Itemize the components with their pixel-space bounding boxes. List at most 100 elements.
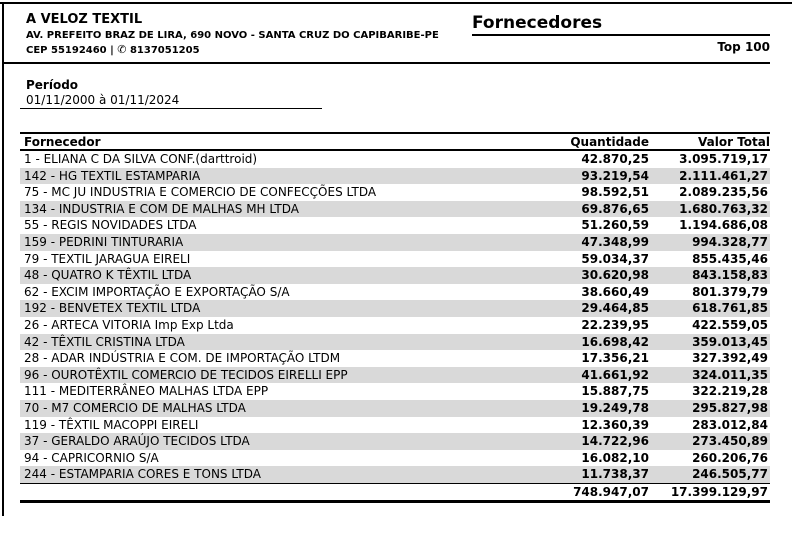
supplier-quantity: 59.034,37 <box>581 251 649 266</box>
supplier-total: 2.111.461,27 <box>679 168 768 183</box>
supplier-total: 843.158,83 <box>692 268 768 283</box>
suppliers-table-footer: 748.947,07 17.399.129,97 <box>20 482 770 504</box>
supplier-quantity: 47.348,99 <box>581 234 649 249</box>
period-underline <box>20 108 322 109</box>
supplier-total: 283.012,84 <box>692 417 768 432</box>
table-row: 75 - MC JU INDUSTRIA E COMERCIO DE CONFE… <box>20 184 770 201</box>
supplier-name: 75 - MC JU INDUSTRIA E COMERCIO DE CONFE… <box>24 185 377 200</box>
table-row: 119 - TÊXTIL MACOPPI EIRELI 12.360,39 283.… <box>20 417 770 434</box>
table-row: 42 - TÊXTIL CRISTINA LTDA 16.698,42 359.01… <box>20 333 770 351</box>
supplier-total: 1.194.686,08 <box>679 218 768 233</box>
suppliers-table: Fornecedor Quantidade Valor Total 1 - EL… <box>20 132 770 504</box>
supplier-name: 1 - ELIANA C DA SILVA CONF.(darttroid) <box>24 152 258 166</box>
table-row: 62 - EXCIM IMPORTAÇÃO E EXPORTAÇÃO S/A 38… <box>20 284 770 301</box>
table-row: 134 - INDUSTRIA E COM DE MALHAS MH LTDA 6… <box>20 200 770 218</box>
top100-badge: Top 100 <box>717 40 770 54</box>
supplier-quantity: 93.219,54 <box>581 168 649 183</box>
total-quantidade: 748.947,07 <box>460 482 649 504</box>
supplier-name: 111 - MEDITERRÂNEO MALHAS LTDA EPP <box>24 384 269 399</box>
table-row: 192 - BENVETEX TEXTIL LTDA 29.464,85 618.7… <box>20 300 770 317</box>
supplier-name: 48 - QUATRO K TÊXTIL LTDA <box>24 268 192 283</box>
supplier-total: 246.505,77 <box>692 467 768 482</box>
phone-icon: ✆ <box>117 43 127 56</box>
table-row: 55 - REGIS NOVIDADES LTDA 51.260,59 1.194.… <box>20 217 770 234</box>
column-header-quantidade: Quantidade <box>460 133 649 151</box>
supplier-quantity: 69.876,65 <box>581 201 649 216</box>
table-row: 111 - MEDITERRÂNEO MALHAS LTDA EPP 15.887… <box>20 383 770 400</box>
supplier-total: 994.328,77 <box>692 234 768 249</box>
suppliers-table-header: Fornecedor Quantidade Valor Total <box>20 133 770 151</box>
supplier-quantity: 98.592,51 <box>581 185 649 200</box>
supplier-name: 37 - GERALDO ARAÚJO TECIDOS LTDA <box>24 434 250 449</box>
supplier-total: 2.089.235,56 <box>679 185 768 200</box>
supplier-name: 119 - TÊXTIL MACOPPI EIRELI <box>24 417 199 432</box>
supplier-quantity: 29.464,85 <box>581 301 649 316</box>
supplier-quantity: 51.260,59 <box>581 218 649 233</box>
company-phone: 8137051205 <box>126 45 200 56</box>
supplier-name: 42 - TÊXTIL CRISTINA LTDA <box>24 334 185 349</box>
table-row: 96 - OUROTÊXTIL COMERCIO DE TECIDOS EIRE… <box>20 366 770 384</box>
table-row: 70 - M7 COMERCIO DE MALHAS LTDA 19.249,78… <box>20 399 770 417</box>
table-row: 48 - QUATRO K TÊXTIL LTDA 30.620,98 843.15… <box>20 267 770 284</box>
table-row: 79 - TEXTIL JARAGUA EIRELI 59.034,37 855.4… <box>20 251 770 268</box>
supplier-total: 327.392,49 <box>692 351 768 366</box>
supplier-total: 260.206,76 <box>692 450 768 465</box>
supplier-name: 142 - HG TEXTIL ESTAMPARIA <box>24 168 201 183</box>
supplier-total: 3.095.719,17 <box>679 152 768 166</box>
company-address: AV. PREFEITO BRAZ DE LIRA, 690 NOVO - SA… <box>26 30 439 41</box>
table-row: 28 - ADAR INDÚSTRIA E COM. DE IMPORTAÇÃO… <box>20 350 770 367</box>
supplier-name: 70 - M7 COMERCIO DE MALHAS LTDA <box>24 400 246 415</box>
supplier-name: 26 - ARTECA VITORIA Imp Exp Ltda <box>24 317 234 332</box>
company-header: A VELOZ TEXTIL AV. PREFEITO BRAZ DE LIRA… <box>26 10 439 58</box>
supplier-quantity: 19.249,78 <box>581 400 649 415</box>
supplier-quantity: 30.620,98 <box>581 268 649 283</box>
column-header-valor-total: Valor Total <box>649 133 770 151</box>
page-top-border <box>0 2 792 4</box>
report-title: Fornecedores <box>472 12 770 36</box>
supplier-name: 62 - EXCIM IMPORTAÇÃO E EXPORTAÇÃO S/A <box>24 284 290 299</box>
supplier-total: 359.013,45 <box>692 334 768 349</box>
supplier-quantity: 17.356,21 <box>581 351 649 366</box>
supplier-total: 855.435,46 <box>692 251 768 266</box>
header-divider <box>2 62 770 64</box>
table-row: 244 - ESTAMPARIA CORES E TONS LTDA 11.738… <box>20 466 770 484</box>
supplier-name: 244 - ESTAMPARIA CORES E TONS LTDA <box>24 467 261 482</box>
company-contact-line: CEP 55192460 | ✆ 8137051205 <box>26 43 439 58</box>
supplier-quantity: 11.738,37 <box>581 467 649 482</box>
supplier-quantity: 15.887,75 <box>581 384 649 399</box>
supplier-total: 422.559,05 <box>692 317 768 332</box>
report-title-block: Fornecedores Top 100 <box>472 12 770 54</box>
supplier-name: 55 - REGIS NOVIDADES LTDA <box>24 218 197 233</box>
total-row: 748.947,07 17.399.129,97 <box>20 482 770 504</box>
supplier-quantity: 16.082,10 <box>581 450 649 465</box>
suppliers-table-body: 1 - ELIANA C DA SILVA CONF.(darttroid) 42… <box>20 150 770 484</box>
supplier-name: 96 - OUROTÊXTIL COMERCIO DE TECIDOS EIRE… <box>24 367 348 382</box>
supplier-name: 94 - CAPRICORNIO S/A <box>24 450 159 465</box>
period-value: 01/11/2000 à 01/11/2024 <box>26 93 180 107</box>
supplier-name: 159 - PEDRINI TINTURARIA <box>24 234 184 249</box>
table-row: 26 - ARTECA VITORIA Imp Exp Ltda 22.239,9… <box>20 317 770 334</box>
supplier-quantity: 38.660,49 <box>581 284 649 299</box>
supplier-total: 1.680.763,32 <box>679 201 768 216</box>
total-valor: 17.399.129,97 <box>649 482 770 504</box>
supplier-name: 28 - ADAR INDÚSTRIA E COM. DE IMPORTAÇÃO… <box>24 351 341 366</box>
supplier-name: 134 - INDUSTRIA E COM DE MALHAS MH LTDA <box>24 201 299 216</box>
supplier-total: 618.761,85 <box>692 301 768 316</box>
supplier-total: 801.379,79 <box>692 284 768 299</box>
supplier-quantity: 42.870,25 <box>581 152 649 166</box>
column-header-fornecedor: Fornecedor <box>20 133 460 151</box>
table-row: 159 - PEDRINI TINTURARIA 47.348,99 994.328… <box>20 233 770 251</box>
page-left-border <box>2 2 4 516</box>
supplier-quantity: 12.360,39 <box>581 417 649 432</box>
supplier-name: 192 - BENVETEX TEXTIL LTDA <box>24 301 201 316</box>
period-label: Período <box>26 78 79 92</box>
total-spacer <box>20 482 460 504</box>
table-row: 37 - GERALDO ARAÚJO TECIDOS LTDA 14.722,9… <box>20 433 770 450</box>
supplier-quantity: 22.239,95 <box>581 317 649 332</box>
supplier-quantity: 16.698,42 <box>581 334 649 349</box>
supplier-total: 322.219,28 <box>692 384 768 399</box>
company-cep: CEP 55192460 | <box>26 45 118 56</box>
supplier-name: 79 - TEXTIL JARAGUA EIRELI <box>24 251 191 266</box>
supplier-quantity: 14.722,96 <box>581 434 649 449</box>
supplier-total: 273.450,89 <box>692 434 768 449</box>
